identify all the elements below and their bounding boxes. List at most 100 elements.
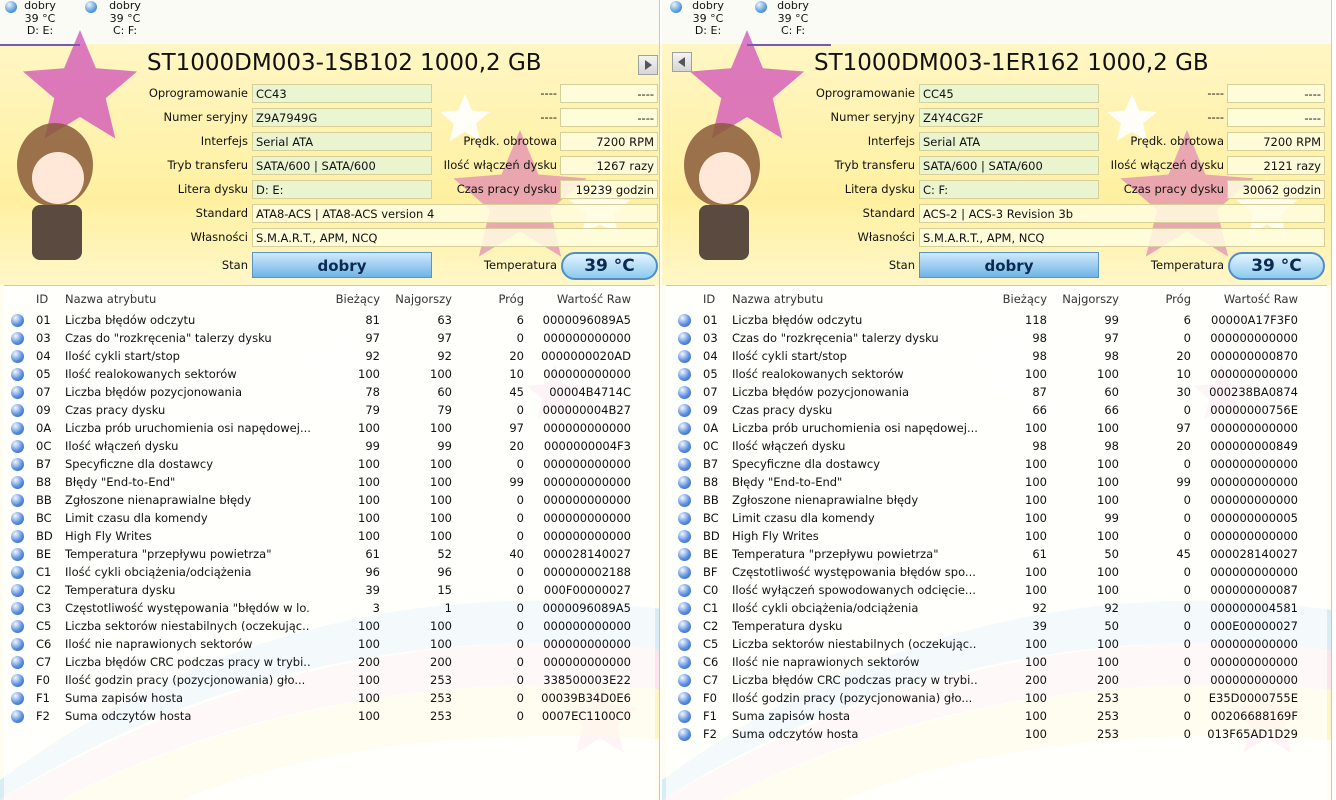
header-current[interactable]: Bieżący	[1002, 292, 1047, 306]
attr-id: 01	[703, 313, 718, 327]
health-status[interactable]: dobry	[252, 252, 432, 278]
header-threshold[interactable]: Próg	[498, 292, 524, 306]
field-value: S.M.A.R.T., APM, NCQ	[252, 228, 658, 247]
header-id[interactable]: ID	[703, 292, 716, 306]
drive-tab[interactable]: dobry 39 °C C: F:	[80, 0, 162, 44]
attr-current: 98	[1032, 439, 1047, 453]
attr-raw: 000000000000	[543, 529, 631, 543]
attr-id: C1	[36, 565, 52, 579]
attr-name: Częstotliwość występowania błędów spo...	[732, 565, 976, 579]
header-name[interactable]: Nazwa atrybutu	[65, 292, 157, 306]
attr-current: 100	[1025, 565, 1047, 579]
attr-raw: 00000000756E	[1210, 403, 1298, 417]
attr-worst: 200	[430, 655, 452, 669]
attr-current: 100	[358, 709, 380, 723]
attr-raw: 000000000000	[1210, 457, 1298, 471]
drive-tab[interactable]: dobry 39 °C D: E:	[662, 0, 746, 44]
health-status[interactable]: dobry	[919, 252, 1099, 278]
drive-title: ST1000DM003-1SB102 1000,2 GB	[147, 50, 542, 76]
field-value: ACS-2 | ACS-3 Revision 3b	[919, 204, 1325, 223]
attr-threshold: 40	[509, 547, 524, 561]
attr-threshold: 0	[1183, 565, 1191, 579]
attr-threshold: 20	[1176, 349, 1191, 363]
tab-status: dobry	[109, 0, 141, 12]
attr-raw: 000000000849	[1210, 439, 1298, 453]
attr-current: 79	[365, 403, 380, 417]
attr-raw: 000000000000	[543, 637, 631, 651]
header-raw[interactable]: Wartość Raw	[1223, 292, 1298, 306]
field-label: Własności	[190, 230, 248, 244]
drive-tab[interactable]: dobry 39 °C D: E:	[0, 0, 80, 46]
attr-worst: 15	[437, 583, 452, 597]
attr-worst: 100	[1097, 421, 1119, 435]
attr-status-icon	[11, 710, 24, 723]
nav-arrow[interactable]	[672, 52, 692, 72]
attr-status-icon	[678, 494, 691, 507]
attr-worst: 99	[437, 439, 452, 453]
header-current[interactable]: Bieżący	[335, 292, 380, 306]
attr-status-icon	[678, 350, 691, 363]
status-label: Stan	[221, 258, 248, 272]
field-label: Ilość włączeń dysku	[1110, 158, 1224, 172]
attr-worst: 99	[1104, 511, 1119, 525]
attr-name: Temperatura dysku	[732, 619, 843, 633]
decoration	[689, 30, 805, 139]
attr-threshold: 45	[1176, 547, 1191, 561]
attr-worst: 92	[437, 349, 452, 363]
attr-id: C6	[36, 637, 52, 651]
attr-threshold: 0	[516, 457, 524, 471]
attr-id: C6	[703, 655, 719, 669]
attr-worst: 60	[1104, 385, 1119, 399]
attr-threshold: 0	[1183, 601, 1191, 615]
attr-current: 39	[1032, 619, 1047, 633]
attr-id: B8	[703, 475, 719, 489]
attr-status-icon	[678, 692, 691, 705]
attr-id: C3	[36, 601, 52, 615]
header-worst[interactable]: Najgorszy	[395, 292, 452, 306]
header-id[interactable]: ID	[36, 292, 49, 306]
attr-name: Liczba błędów odczytu	[732, 313, 863, 327]
attr-current: 66	[1032, 403, 1047, 417]
attr-raw: 0000096089A5	[542, 313, 631, 327]
attr-threshold: 0	[1183, 709, 1191, 723]
attr-status-icon	[678, 602, 691, 615]
header-name[interactable]: Nazwa atrybutu	[732, 292, 824, 306]
field-label: Litera dysku	[177, 182, 248, 196]
attr-raw: 338500003E22	[543, 673, 631, 687]
attr-current: 100	[1025, 637, 1047, 651]
attr-raw: 000000002188	[543, 565, 631, 579]
drive-tab[interactable]: dobry 39 °C C: F:	[747, 0, 831, 46]
attr-raw: 000000000000	[543, 475, 631, 489]
attr-raw: 0000000004F3	[543, 439, 631, 453]
attr-id: 0C	[36, 439, 52, 453]
field-value: Serial ATA	[252, 132, 432, 151]
attr-worst: 200	[1097, 673, 1119, 687]
attr-current: 92	[365, 349, 380, 363]
attr-raw: 00004B4714C	[549, 385, 631, 399]
attr-worst: 79	[437, 403, 452, 417]
header-worst[interactable]: Najgorszy	[1062, 292, 1119, 306]
field-label: Interfejs	[200, 134, 248, 148]
decoration	[699, 152, 751, 204]
attr-id: 05	[36, 367, 51, 381]
nav-arrow[interactable]	[638, 55, 658, 75]
attr-current: 3	[372, 601, 380, 615]
field-label: Oprogramowanie	[148, 86, 248, 100]
field-label: ----	[1207, 86, 1224, 100]
attr-id: BC	[703, 511, 719, 525]
field-label: Numer seryjny	[163, 110, 248, 124]
attr-threshold: 0	[516, 493, 524, 507]
field-label: Litera dysku	[844, 182, 915, 196]
attr-id: BE	[36, 547, 52, 561]
header-raw[interactable]: Wartość Raw	[556, 292, 631, 306]
attr-raw: 000000000000	[543, 619, 631, 633]
attr-raw: 000000000000	[543, 493, 631, 507]
attr-worst: 253	[430, 691, 452, 705]
field-value: ----	[1227, 84, 1325, 103]
attr-status-icon	[11, 422, 24, 435]
attr-current: 100	[358, 493, 380, 507]
attr-threshold: 99	[1176, 475, 1191, 489]
header-threshold[interactable]: Próg	[1165, 292, 1191, 306]
attr-threshold: 0	[1183, 727, 1191, 741]
